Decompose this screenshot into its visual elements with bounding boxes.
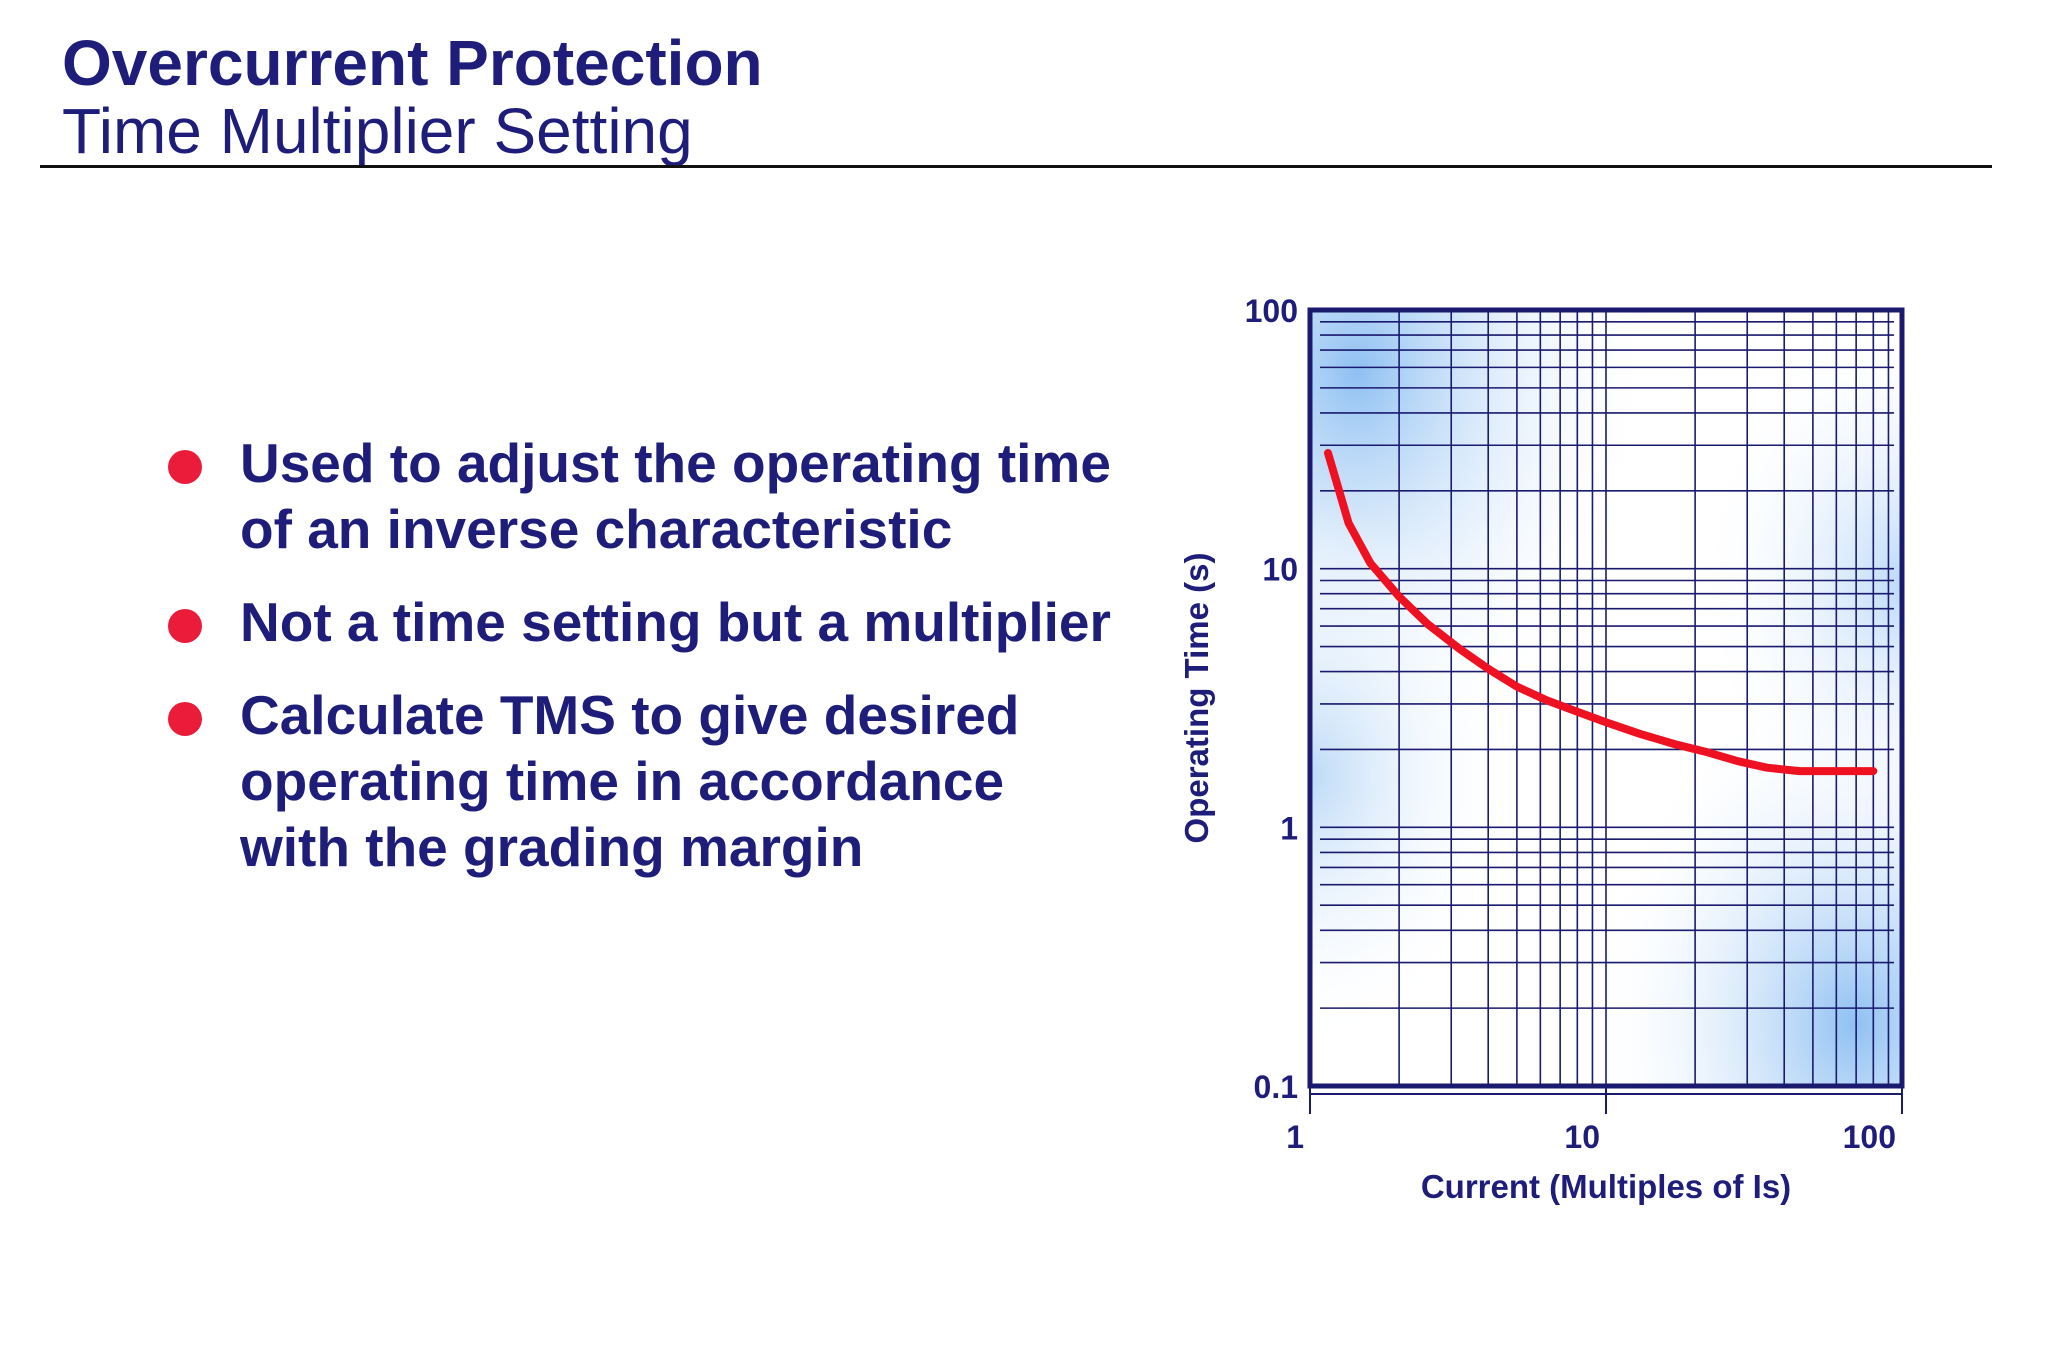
y-tick-label: 0.1	[1254, 1069, 1298, 1105]
series-layer	[1324, 449, 1878, 776]
title-divider	[40, 165, 1992, 168]
y-tick-label: 100	[1245, 293, 1298, 329]
bullet-dot-icon	[168, 702, 202, 736]
grid-lines	[1320, 310, 1894, 1086]
bullet-item: Calculate TMS to give desired operating …	[160, 682, 1120, 880]
bullet-dot-icon	[168, 609, 202, 643]
x-tick-label: 100	[1843, 1119, 1896, 1155]
x-tick-label: 1	[1286, 1119, 1304, 1155]
x-axis-label: Current (Multiples of Is)	[1421, 1168, 1791, 1205]
y-tick-label: 1	[1280, 810, 1298, 846]
slide-subtitle: Time Multiplier Setting	[62, 95, 693, 167]
x-axis-ticks: 1 10 100	[1286, 1088, 1903, 1155]
x-tick-label: 10	[1564, 1119, 1600, 1155]
plot-frame	[1307, 307, 1905, 1089]
slide-title: Overcurrent Protection	[62, 27, 763, 99]
operating-time-chart: 1 10 100 0.1 1 10 100 Current (Multiples of I…	[1180, 293, 1905, 1205]
bullet-dot-icon	[168, 450, 202, 484]
bullet-list: Used to adjust the operating time of an …	[160, 430, 1120, 907]
bullet-item: Not a time setting but a multiplier	[160, 589, 1120, 655]
bullet-text: Used to adjust the operating time of an …	[240, 432, 1111, 560]
y-axis-ticks: 0.1 1 10 100	[1245, 293, 1298, 1105]
bullet-text: Calculate TMS to give desired operating …	[240, 684, 1020, 878]
y-tick-label: 10	[1262, 552, 1298, 588]
bullet-text: Not a time setting but a multiplier	[240, 591, 1111, 653]
plot-border	[1307, 307, 1905, 1089]
bullet-item: Used to adjust the operating time of an …	[160, 430, 1120, 562]
y-axis-label: Operating Time (s)	[1180, 553, 1215, 844]
operating-time-curve	[1324, 449, 1878, 776]
